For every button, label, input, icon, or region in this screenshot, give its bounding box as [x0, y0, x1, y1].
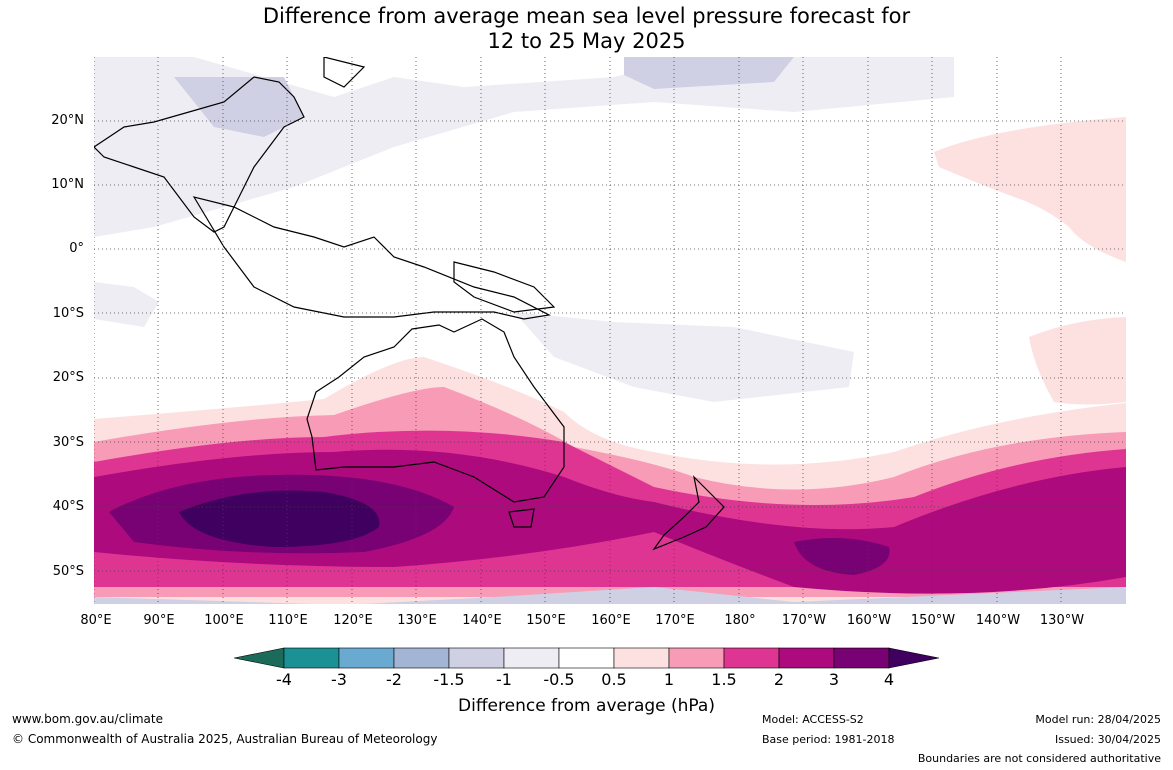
pressure-anomaly-map: [93, 56, 1126, 605]
colorbar-swatch-5: [503, 647, 560, 669]
negative-anomaly-region-coral-sea: [514, 312, 854, 402]
tasmania-coastline: [508, 508, 535, 528]
positive-anomaly-southeast: [1029, 317, 1126, 405]
colorbar-label: Difference from average (hPa): [458, 696, 715, 716]
colorbar-swatch-1: [283, 647, 340, 669]
colorbar-tick: -1: [496, 670, 512, 689]
lat-label-20n: 20°N: [51, 113, 84, 128]
positive-anomaly-core: [179, 490, 380, 547]
lat-label-20s: 20°S: [52, 370, 84, 385]
footer-url[interactable]: www.bom.gov.au/climate: [12, 712, 163, 726]
lon-label-130w: 130°W: [1039, 613, 1085, 628]
lat-label-50s: 50°S: [52, 564, 84, 579]
footer-model-run: Model run: 28/04/2025: [1035, 713, 1161, 726]
lat-label-10n: 10°N: [51, 177, 84, 192]
map-title: Difference from average mean sea level p…: [0, 4, 1173, 54]
new-zealand-coastline: [652, 475, 725, 551]
footer-issued: Issued: 30/04/2025: [1054, 733, 1161, 746]
new-guinea-coastline: [453, 261, 556, 313]
lon-label-180: 180°: [724, 613, 756, 628]
lon-label-120e: 120°E: [333, 613, 373, 628]
footer-copyright: © Commonwealth of Australia 2025, Austra…: [12, 732, 438, 746]
negative-anomaly-region-pacific-north: [624, 57, 794, 89]
colorbar-tick: 1.5: [711, 670, 737, 689]
colorbar-swatch-0: [234, 647, 285, 669]
colorbar-tick: -0.5: [543, 670, 575, 689]
graticule: [93, 57, 1126, 604]
colorbar: [234, 647, 940, 669]
positive-anomaly-pacific-core: [794, 538, 890, 575]
colorbar-swatch-2: [338, 647, 395, 669]
negative-anomaly-region-south: [94, 587, 1126, 605]
title-line-1: Difference from average mean sea level p…: [262, 4, 911, 28]
footer-model: Model: ACCESS-S2: [762, 713, 864, 726]
lon-label-170w: 170°W: [781, 613, 827, 628]
asia-coastline: [93, 76, 305, 233]
colorbar-swatch-4: [448, 647, 505, 669]
colorbar-tick: 4: [883, 670, 895, 689]
colorbar-tick: 2: [773, 670, 785, 689]
lon-label-140e: 140°E: [462, 613, 502, 628]
footer-disclaimer: Boundaries are not considered authoritat…: [917, 752, 1161, 765]
negative-anomaly-region-west: [94, 282, 159, 327]
lat-label-10s: 10°S: [52, 306, 84, 321]
colorbar-tick: -3: [331, 670, 347, 689]
lon-label-80e: 80°E: [80, 613, 112, 628]
map-canvas: [93, 56, 1126, 605]
footer-base-period: Base period: 1981-2018: [762, 733, 895, 746]
colorbar-swatch-11: [833, 647, 890, 669]
lon-label-170e: 170°E: [655, 613, 695, 628]
lon-label-90e: 90°E: [143, 613, 175, 628]
positive-anomaly-pacific-north: [934, 117, 1126, 262]
colorbar-swatch-12: [888, 647, 940, 669]
lon-label-150e: 150°E: [526, 613, 566, 628]
colorbar-swatch-3: [393, 647, 450, 669]
colorbar-tick: -1.5: [433, 670, 465, 689]
lon-label-160w: 160°W: [846, 613, 892, 628]
colorbar-tick: 0.5: [601, 670, 627, 689]
colorbar-swatch-8: [668, 647, 725, 669]
lon-label-160e: 160°E: [591, 613, 631, 628]
lat-label-0: 0°: [69, 241, 84, 256]
lon-label-130e: 130°E: [397, 613, 437, 628]
lat-label-40s: 40°S: [52, 499, 84, 514]
colorbar-tick: 1: [663, 670, 675, 689]
indonesia-coastline: [192, 196, 551, 320]
colorbar-tick: 3: [828, 670, 840, 689]
lon-label-150w: 150°W: [910, 613, 956, 628]
lon-label-110e: 110°E: [268, 613, 308, 628]
negative-anomaly-region-asia: [174, 77, 304, 137]
lat-label-30s: 30°S: [52, 435, 84, 450]
lon-label-140w: 140°W: [975, 613, 1021, 628]
colorbar-tick: -2: [386, 670, 402, 689]
japan-coastline: [323, 56, 366, 88]
lon-label-100e: 100°E: [204, 613, 244, 628]
colorbar-tick: -4: [276, 670, 292, 689]
colorbar-swatch-7: [613, 647, 670, 669]
australia-coastline: [306, 318, 565, 503]
colorbar-swatch-10: [778, 647, 835, 669]
colorbar-swatch-9: [723, 647, 780, 669]
title-line-2: 12 to 25 May 2025: [487, 29, 686, 53]
colorbar-swatch-6: [558, 647, 615, 669]
